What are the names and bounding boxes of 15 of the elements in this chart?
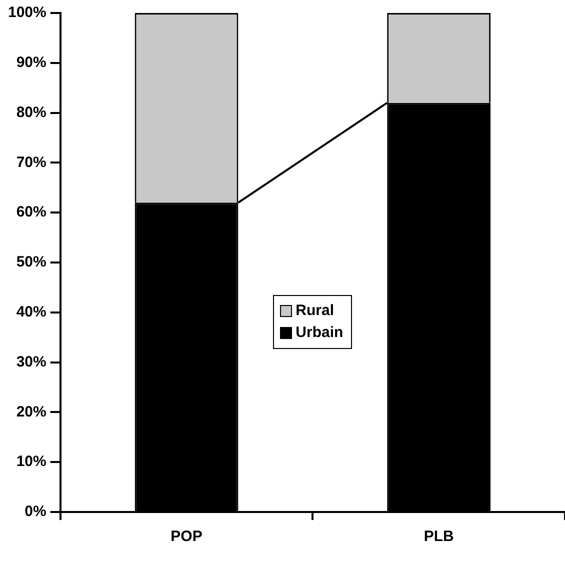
x-tick-label: POP	[170, 528, 202, 546]
y-tick-label: 60%	[16, 204, 46, 221]
y-tick-label: 80%	[16, 104, 46, 121]
y-tick-label: 30%	[16, 353, 46, 370]
y-tick-label: 20%	[16, 403, 46, 420]
y-tick-label: 90%	[16, 54, 46, 72]
y-tick-label: 0%	[24, 503, 46, 520]
legend-label: Urbain	[296, 323, 344, 344]
y-tick-label: 50%	[16, 254, 46, 271]
x-tick-label: PLB	[424, 528, 454, 546]
legend-label: Rural	[296, 301, 334, 322]
y-tick-label: 100%	[8, 4, 46, 22]
y-tick-label: 70%	[16, 154, 46, 171]
y-tick-label: 10%	[16, 453, 46, 470]
y-tick-label: 40%	[16, 304, 46, 321]
